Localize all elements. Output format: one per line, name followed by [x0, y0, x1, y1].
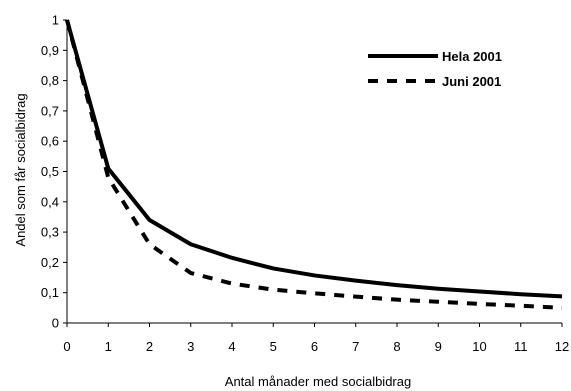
y-tick-label: 0,5: [41, 164, 59, 179]
series-lines: [65, 19, 563, 310]
x-tick-label: 9: [435, 339, 442, 354]
y-tick-label: 0,6: [41, 134, 59, 149]
y-tick-label: 0,8: [41, 73, 59, 88]
x-tick-label: 1: [105, 339, 112, 354]
series-line-hela-2001: [65, 19, 563, 299]
x-tick-label: 6: [311, 339, 318, 354]
x-tick-label: 0: [63, 339, 70, 354]
x-axis-title: Antal månader med socialbidrag: [225, 374, 411, 389]
y-tick-label: 0,7: [41, 103, 59, 118]
y-axis-ticks: 0 0,1 0,2 0,3 0,4 0,5 0,6 0,7 0,8 0,9 1: [41, 13, 67, 331]
y-tick-label: 0,2: [41, 255, 59, 270]
legend-label: Juni 2001: [442, 74, 501, 89]
x-tick-label: 8: [393, 339, 400, 354]
y-axis-title: Andel som får socialbidrag: [13, 93, 28, 246]
x-axis-ticks: 0 1 2 3 4 5 6 7 8 9 10 11 12: [63, 323, 569, 354]
x-tick-label: 5: [270, 339, 277, 354]
y-tick-label: 0,4: [41, 194, 59, 209]
y-tick-label: 0,1: [41, 285, 59, 300]
legend-label: Hela 2001: [442, 49, 502, 64]
x-tick-label: 4: [228, 339, 235, 354]
legend: Hela 2001 Juni 2001: [368, 49, 502, 89]
y-tick-label: 0,3: [41, 225, 59, 240]
y-tick-label: 1: [52, 13, 59, 28]
x-tick-label: 2: [146, 339, 153, 354]
y-tick-label: 0: [52, 316, 59, 331]
x-tick-label: 12: [555, 339, 569, 354]
y-tick-label: 0,9: [41, 43, 59, 58]
x-tick-label: 3: [187, 339, 194, 354]
x-tick-label: 11: [514, 339, 528, 354]
x-tick-label: 7: [352, 339, 359, 354]
x-tick-label: 10: [472, 339, 486, 354]
